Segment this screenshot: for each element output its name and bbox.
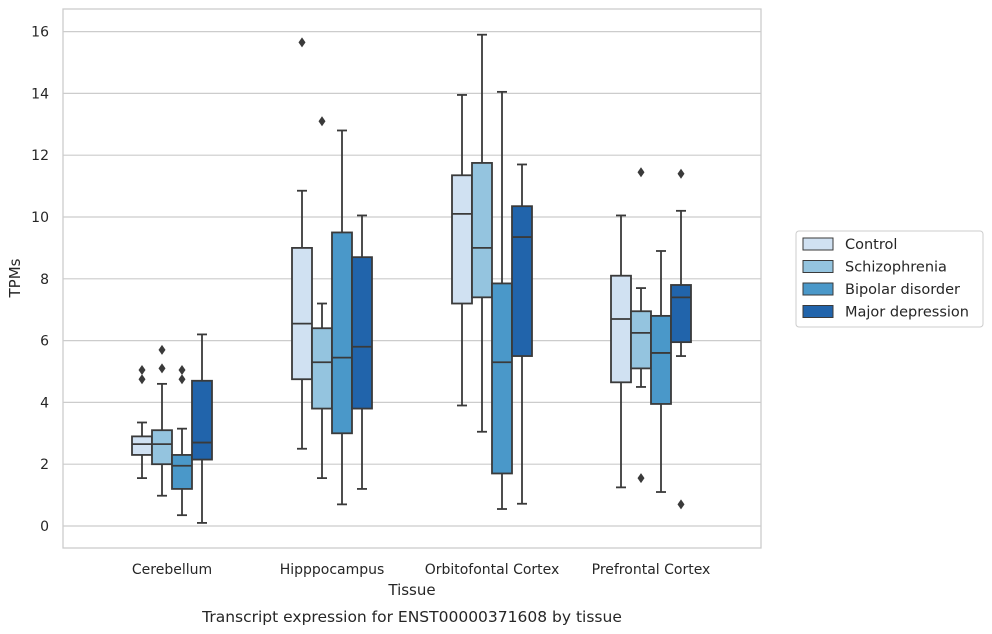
outlier-point <box>158 344 166 355</box>
y-tick-label: 4 <box>40 395 49 411</box>
x-tick-label: Hipppocampus <box>280 562 385 578</box>
iqr-box <box>351 256 373 410</box>
outlier-point <box>637 473 645 484</box>
legend-swatch <box>802 237 834 251</box>
outlier-point <box>178 364 186 375</box>
box-bipolar-disorder <box>491 90 513 510</box>
outlier-point <box>318 116 326 127</box>
legend: Control Schizophrenia Bipolar disorder Majo… <box>795 230 984 328</box>
iqr-box <box>151 429 173 466</box>
y-tick-label: 8 <box>40 272 49 288</box>
legend-swatch <box>802 260 834 273</box>
outlier-point <box>637 167 645 178</box>
iqr-box <box>610 274 632 384</box>
box-schizophrenia <box>630 167 652 484</box>
chart-caption: Transcript expression for ENST0000037160… <box>201 608 622 626</box>
iqr-box <box>511 205 533 357</box>
outlier-point <box>298 37 306 48</box>
y-tick-label: 16 <box>31 25 49 41</box>
y-tick-label: 6 <box>40 334 49 350</box>
legend-label: Major depression <box>845 305 969 321</box>
iqr-box <box>291 246 313 381</box>
outlier-point <box>158 363 166 374</box>
outlier-point <box>138 364 146 375</box>
iqr-box <box>331 231 353 435</box>
box-control <box>291 37 313 450</box>
box-schizophrenia <box>311 116 333 480</box>
box-control <box>451 94 473 407</box>
iqr-box <box>191 379 213 461</box>
legend-swatch <box>802 305 834 318</box>
y-tick-label: 10 <box>31 210 49 226</box>
iqr-box <box>471 162 493 299</box>
x-tick-label: Orbitofontal Cortex <box>425 562 560 578</box>
legend-label: Schizophrenia <box>845 260 947 276</box>
iqr-box <box>451 174 473 305</box>
outlier-point <box>178 374 186 385</box>
outlier-point <box>677 168 685 179</box>
y-tick-label: 0 <box>40 519 49 535</box>
box-control <box>131 364 153 480</box>
y-axis-label: TPMs <box>6 258 24 298</box>
iqr-box <box>670 284 692 344</box>
outlier-point <box>677 499 685 510</box>
iqr-box <box>311 327 333 410</box>
outlier-point <box>138 374 146 385</box>
y-tick-labels: 0 2 4 6 8 10 12 14 16 <box>31 25 49 535</box>
x-tick-label: Cerebellum <box>132 562 212 578</box>
box-groups <box>131 33 692 524</box>
box-major-depression <box>351 214 373 490</box>
iqr-box <box>650 314 672 405</box>
iqr-box <box>630 310 652 370</box>
iqr-box <box>171 454 193 490</box>
legend-swatch <box>802 282 834 296</box>
y-tick-label: 14 <box>31 86 49 102</box>
iqr-box <box>491 282 513 475</box>
y-tick-label: 12 <box>31 148 49 164</box>
box-bipolar-disorder <box>171 364 193 517</box>
box-major-depression <box>511 163 533 505</box>
box-control <box>610 214 632 489</box>
box-major-depression <box>191 333 213 524</box>
legend-label: Bipolar disorder <box>845 282 960 298</box>
iqr-box <box>131 435 153 456</box>
box-bipolar-disorder <box>650 250 672 493</box>
box-schizophrenia <box>471 33 493 433</box>
x-tick-labels: Cerebellum Hipppocampus Orbitofontal Corte… <box>132 562 710 578</box>
box-major-depression <box>670 168 692 510</box>
legend-label: Control <box>845 237 897 253</box>
x-axis-label: Tissue <box>387 581 435 599</box>
legend-frame <box>795 230 984 328</box>
x-tick-label: Prefrontal Cortex <box>592 562 711 578</box>
y-tick-label: 2 <box>40 457 49 473</box>
box-schizophrenia <box>151 344 173 497</box>
